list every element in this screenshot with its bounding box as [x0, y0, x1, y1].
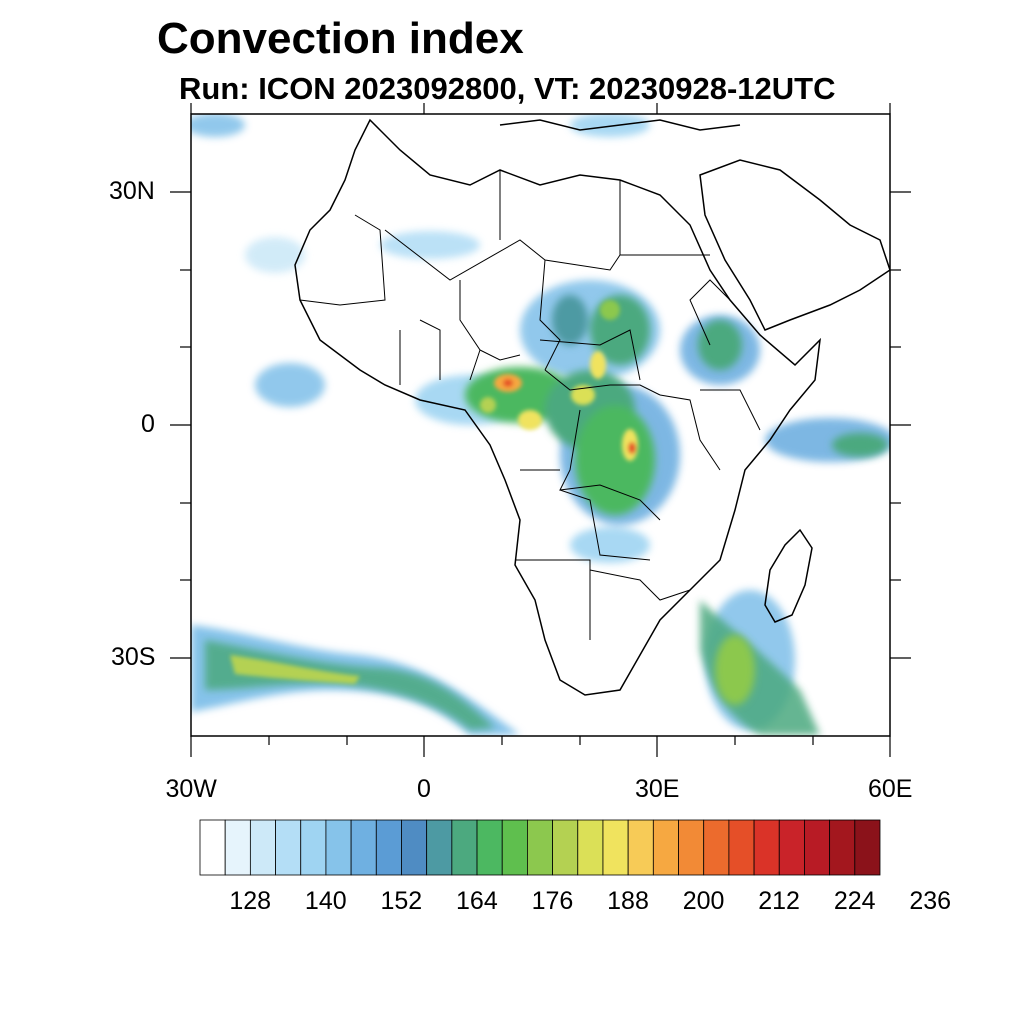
x-tick-label: 60E [868, 775, 913, 803]
colorbar-tick-label: 140 [304, 887, 347, 915]
arabia-coastline [699, 159, 890, 331]
africa-coastline [294, 118, 822, 696]
colorbar-tick-label: 236 [909, 887, 952, 915]
map-title: Convection index [157, 14, 524, 63]
map-subtitle: Run: ICON 2023092800, VT: 20230928-12UTC [179, 71, 836, 106]
x-tick-label: 30W [165, 775, 217, 803]
mediterranean-coast [499, 119, 741, 131]
axis-ticks [170, 103, 911, 757]
country-borders [299, 170, 761, 640]
x-tick-label: 30E [635, 775, 680, 803]
colorbar-tick-label: 128 [229, 887, 272, 915]
colorbar-tick-label: 212 [758, 887, 800, 915]
colorbar-tick-label: 200 [682, 887, 725, 915]
x-tick-label: 0 [417, 775, 431, 803]
colorbar-tick-label: 152 [380, 887, 423, 915]
colorbar-tick-label: 224 [833, 887, 876, 915]
colorbar-tick-label: 188 [607, 887, 649, 915]
y-tick-label: 30N [109, 176, 155, 205]
coastlines [294, 118, 890, 696]
madagascar-coastline [764, 528, 813, 623]
colorbar-tick-label: 164 [456, 887, 498, 915]
y-tick-label: 30S [111, 643, 156, 672]
y-tick-label: 0 [141, 410, 155, 438]
colorbar-tick-label: 176 [531, 887, 574, 915]
convection-field [191, 114, 890, 735]
